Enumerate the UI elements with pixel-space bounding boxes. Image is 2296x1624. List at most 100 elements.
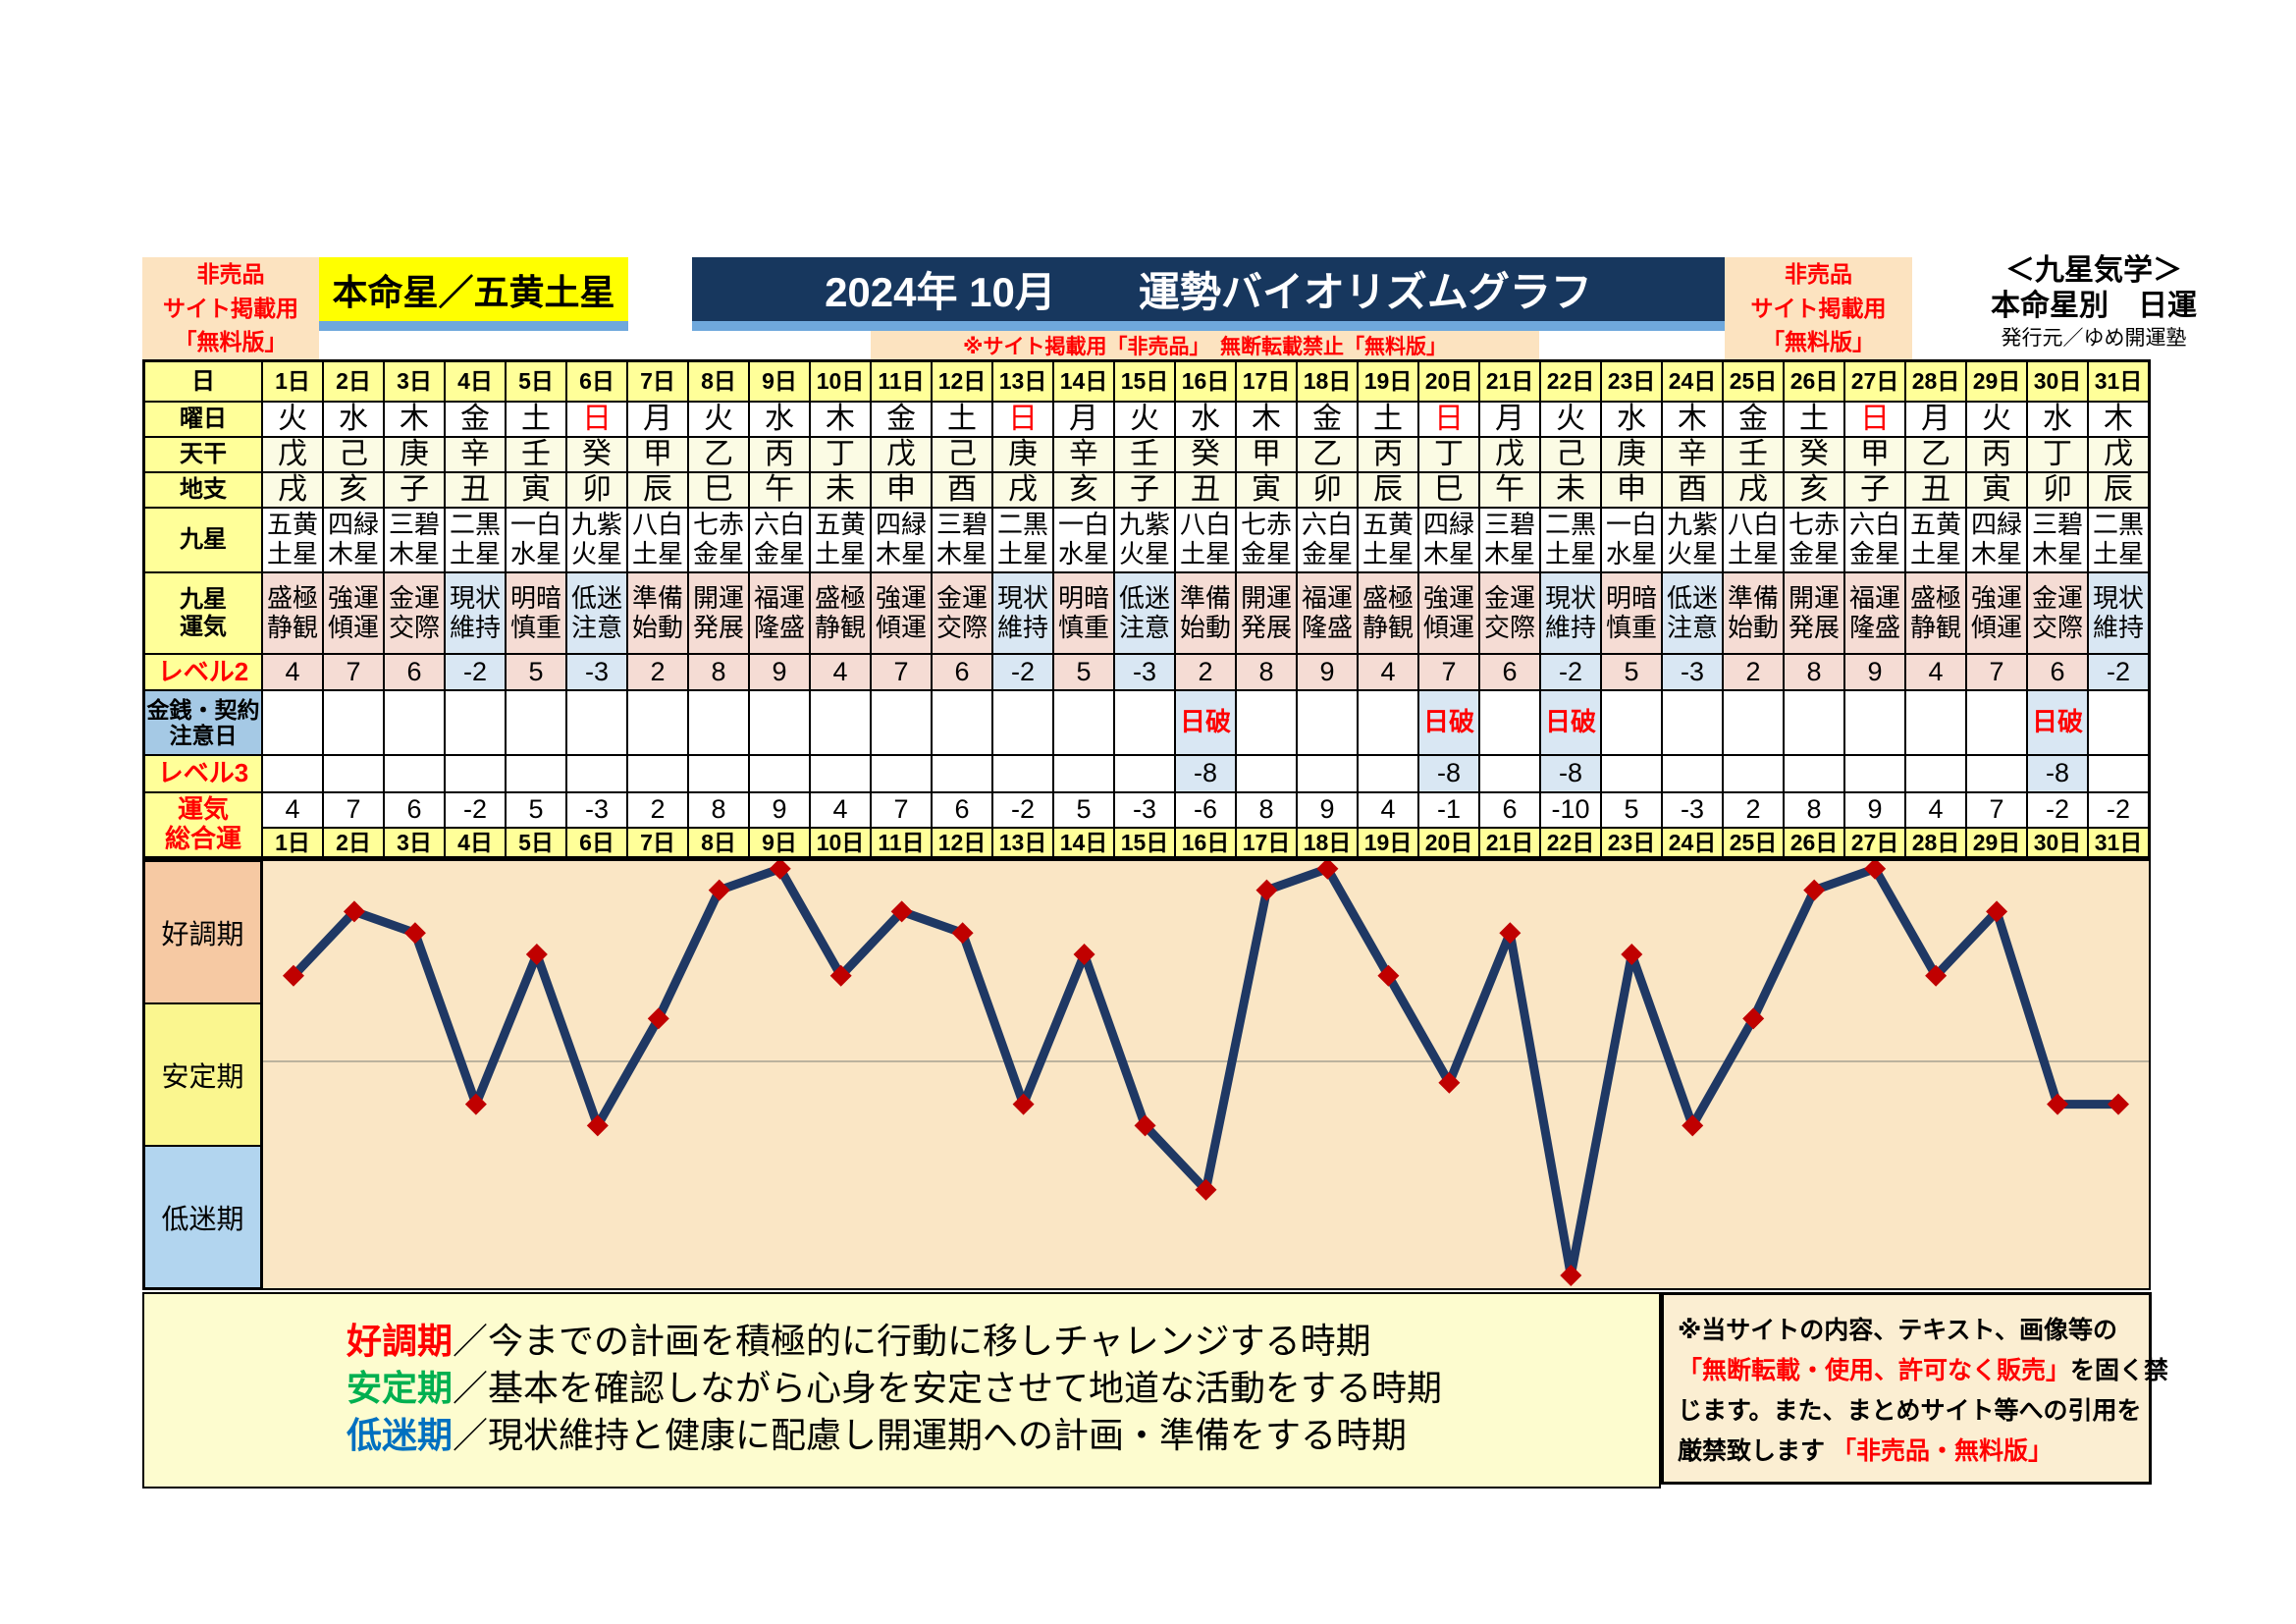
cell-weekday: 日 — [993, 403, 1052, 436]
cell-weekday: 木 — [1663, 403, 1722, 436]
cell-star: 五黄土星 — [811, 509, 870, 571]
cell-day-footer: 7日 — [628, 829, 687, 856]
cell-day-header: 2日 — [324, 362, 383, 401]
cell-star: 九紫火星 — [1115, 509, 1174, 571]
cell-day-footer: 22日 — [1541, 829, 1600, 856]
cell-total: 7 — [1967, 793, 2026, 827]
cell-total: 4 — [1359, 793, 1417, 827]
cell-level3 — [567, 756, 626, 791]
cell-caution — [628, 691, 687, 754]
cell-day-header: 21日 — [1480, 362, 1539, 401]
cell-level3 — [1663, 756, 1722, 791]
cell-star-luck: 盛極静観 — [811, 573, 870, 653]
cell-branch: 子 — [1845, 473, 1904, 507]
cell-total: 8 — [689, 793, 748, 827]
cell-stem: 丙 — [1359, 438, 1417, 471]
legend-lines: 好調期／今までの計画を積極的に行動に移しチャレンジする時期 安定期／基本を確認しな… — [144, 1294, 1659, 1459]
band-label-good: 好調期 — [145, 862, 260, 1002]
cell-day-header: 9日 — [750, 362, 809, 401]
row-label-weekday: 曜日 — [145, 403, 261, 436]
cell-branch: 子 — [385, 473, 444, 507]
fortune-line — [289, 864, 2123, 1280]
chart-plot-area — [261, 859, 2151, 1290]
cell-weekday: 火 — [1967, 403, 2026, 436]
cell-star: 三碧木星 — [1480, 509, 1539, 571]
disclaimer-line: ※当サイトの内容、テキスト、画像等の — [1678, 1311, 2149, 1351]
disclaimer-line: じます。また、まとめサイト等への引用を — [1678, 1391, 2149, 1432]
cell-total: -10 — [1541, 793, 1600, 827]
cell-day-header: 20日 — [1419, 362, 1478, 401]
cell-weekday: 木 — [2089, 403, 2148, 436]
cell-day-header: 8日 — [689, 362, 748, 401]
band-label-slump: 低迷期 — [145, 1147, 260, 1287]
cell-total: 2 — [628, 793, 687, 827]
cell-stem: 甲 — [628, 438, 687, 471]
cell-level2: 5 — [1602, 655, 1661, 689]
data-marker-day-27 — [1864, 861, 1887, 880]
cell-day-header: 1日 — [263, 362, 322, 401]
cell-star: 六白金星 — [750, 509, 809, 571]
cell-day-footer: 4日 — [446, 829, 505, 856]
cell-star-luck: 準備始動 — [628, 573, 687, 653]
cell-star: 七赤金星 — [689, 509, 748, 571]
cell-total: 2 — [1724, 793, 1783, 827]
cell-caution — [2089, 691, 2148, 754]
cell-day-footer: 14日 — [1054, 829, 1113, 856]
publisher: 発行元／ゆめ開運塾 — [2001, 327, 2187, 350]
cell-branch: 寅 — [507, 473, 565, 507]
cell-stem: 戊 — [263, 438, 322, 471]
cell-caution — [385, 691, 444, 754]
cell-star-luck: 低迷注意 — [1115, 573, 1174, 653]
cell-star: 五黄土星 — [263, 509, 322, 571]
cell-weekday: 木 — [811, 403, 870, 436]
cell-day-header: 7日 — [628, 362, 687, 401]
cell-star: 六白金星 — [1298, 509, 1357, 571]
cell-total: 5 — [1054, 793, 1113, 827]
cell-level2: 9 — [1845, 655, 1904, 689]
cell-day-footer: 11日 — [872, 829, 931, 856]
cell-star: 二黒土星 — [446, 509, 505, 571]
cell-caution — [507, 691, 565, 754]
cell-star: 四緑木星 — [1419, 509, 1478, 571]
disclaimer-text-segment: を固く禁 — [2070, 1357, 2169, 1384]
cell-branch: 辰 — [628, 473, 687, 507]
cell-level2: 6 — [933, 655, 991, 689]
cell-day-header: 12日 — [933, 362, 991, 401]
cell-star: 二黒土星 — [2089, 509, 2148, 571]
cell-weekday: 金 — [446, 403, 505, 436]
legend-line: 好調期／今までの計画を積極的に行動に移しチャレンジする時期 — [347, 1318, 1659, 1365]
cell-star-luck: 金運交際 — [933, 573, 991, 653]
data-marker-day-8 — [708, 879, 730, 901]
cell-total: 9 — [1298, 793, 1357, 827]
cell-weekday: 火 — [1541, 403, 1600, 436]
cell-level2: 4 — [263, 655, 322, 689]
cell-caution — [1237, 691, 1296, 754]
data-marker-day-31 — [2108, 1093, 2130, 1115]
cell-day-header: 27日 — [1845, 362, 1904, 401]
school-name: ＜九星気学＞ — [2005, 254, 2182, 287]
cell-star-luck: 明暗慎重 — [507, 573, 565, 653]
school-block: ＜九星気学＞ 本命星別 日運 発行元／ゆめ開運塾 — [1922, 253, 2266, 353]
legend-line: 安定期／基本を確認しながら心身を安定させて地道な活動をする時期 — [347, 1365, 1659, 1412]
cell-star: 四緑木星 — [872, 509, 931, 571]
cell-day-header: 3日 — [385, 362, 444, 401]
cell-level3 — [1906, 756, 1965, 791]
cell-branch: 巳 — [1419, 473, 1478, 507]
cell-level2: 5 — [507, 655, 565, 689]
cell-branch: 戌 — [993, 473, 1052, 507]
cell-level2: -2 — [446, 655, 505, 689]
cell-star: 九紫火星 — [567, 509, 626, 571]
cell-day-footer: 3日 — [385, 829, 444, 856]
cell-level2: 4 — [1906, 655, 1965, 689]
row-label-star: 九星 — [145, 509, 261, 571]
chart-band-labels: 好調期 安定期 低迷期 — [142, 859, 263, 1290]
cell-total: -2 — [993, 793, 1052, 827]
data-marker-day-21 — [1499, 922, 1522, 945]
cell-level2: 5 — [1054, 655, 1113, 689]
cell-total: 4 — [263, 793, 322, 827]
cell-star-luck: 低迷注意 — [567, 573, 626, 653]
cell-star: 二黒土星 — [1541, 509, 1600, 571]
cell-level3 — [1298, 756, 1357, 791]
row-label-stem: 天干 — [145, 438, 261, 471]
data-marker-day-7 — [647, 1007, 669, 1030]
